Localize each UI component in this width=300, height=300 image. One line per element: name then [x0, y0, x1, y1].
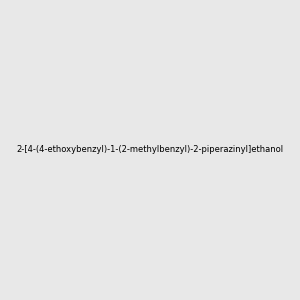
- Text: 2-[4-(4-ethoxybenzyl)-1-(2-methylbenzyl)-2-piperazinyl]ethanol: 2-[4-(4-ethoxybenzyl)-1-(2-methylbenzyl)…: [16, 146, 283, 154]
